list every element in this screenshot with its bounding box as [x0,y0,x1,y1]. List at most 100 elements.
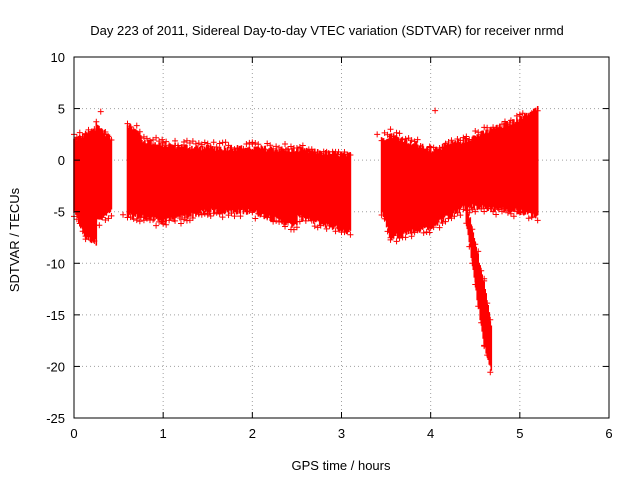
data-point [169,144,176,151]
data-point [133,122,140,129]
data-point [127,123,134,130]
data-band [387,126,433,245]
data-point [73,216,80,223]
data-point [487,203,494,210]
data-point [469,226,476,233]
y-tick-label: 5 [58,102,65,117]
data-point [140,217,147,224]
data-point [255,141,262,148]
data-point [487,369,494,376]
data-band [249,140,300,233]
data-point [299,142,306,149]
data-band-fill [84,129,98,246]
x-tick-label: 1 [160,426,167,441]
data-point [531,108,538,115]
data-point [213,144,220,151]
data-band-fill [140,137,164,225]
data-point [204,140,211,147]
data-point [525,112,532,119]
data-point [478,319,485,326]
data-point [493,211,500,218]
data-point [478,131,485,138]
x-tick-label: 2 [249,426,256,441]
data-point [273,217,280,224]
data-band [481,277,494,376]
data-point [130,127,137,134]
data-point [396,130,403,137]
data-point [273,143,280,150]
data-point [249,206,256,213]
data-point [231,213,238,220]
data-point [192,140,199,147]
data-point [178,144,184,151]
axes-layer: 0 1 2 3 4 5 6 10 5 0 -5 -10 -15 -20 -25 [46,50,612,441]
data-point [189,215,196,222]
data-point [296,218,303,225]
data-point [279,146,286,153]
data-point [159,136,166,143]
data-point [160,139,167,146]
data-point [85,233,92,240]
data-point [411,229,418,236]
data-point [285,219,291,226]
data-point [423,228,430,235]
data-point [347,152,354,159]
data-point [105,215,112,222]
data-point [338,151,345,158]
data-point [204,210,211,217]
outlier-point [374,131,381,138]
data-point [172,137,179,144]
data-point [282,223,289,230]
data-point [487,127,494,134]
data-point [252,215,259,222]
data-point [150,136,157,143]
data-point [405,135,412,142]
data-band-fill [483,286,493,371]
data-band [463,112,523,220]
data-point [180,216,187,223]
data-point [82,131,89,138]
data-point [329,223,336,230]
data-point [136,218,143,225]
data-point [243,141,250,148]
grid-layer [74,57,609,418]
data-point [96,125,103,132]
data-point [472,241,479,248]
data-point [156,138,163,145]
data-point [436,224,443,231]
data-point [525,215,532,222]
data-point [519,110,526,117]
data-point [451,213,458,220]
data-point [228,144,235,151]
data-point [163,138,170,145]
data-point [427,224,434,231]
data-point [475,202,482,209]
data-point [237,213,244,220]
data-point [308,217,315,224]
data-point [213,209,220,216]
data-point [507,117,514,124]
data-point [484,300,491,307]
data-point [201,139,208,146]
data-point [457,212,464,219]
data-point [472,208,479,215]
data-point [240,145,247,152]
data-point [267,214,274,221]
data-point [234,206,241,213]
data-point [436,144,443,151]
data-band-fill [429,137,468,229]
data-point [504,209,511,216]
data-point [426,229,433,236]
data-point [201,210,208,217]
data-point [172,217,179,224]
data-band [160,137,211,228]
data-point [414,227,421,234]
data-point [234,144,241,151]
data-band-fill [519,106,539,219]
data-point [501,118,508,125]
data-point [108,212,115,219]
data-point [279,218,286,225]
y-tick-label: -20 [46,359,65,374]
data-point [130,215,137,222]
y-tick-label: -25 [46,411,65,426]
